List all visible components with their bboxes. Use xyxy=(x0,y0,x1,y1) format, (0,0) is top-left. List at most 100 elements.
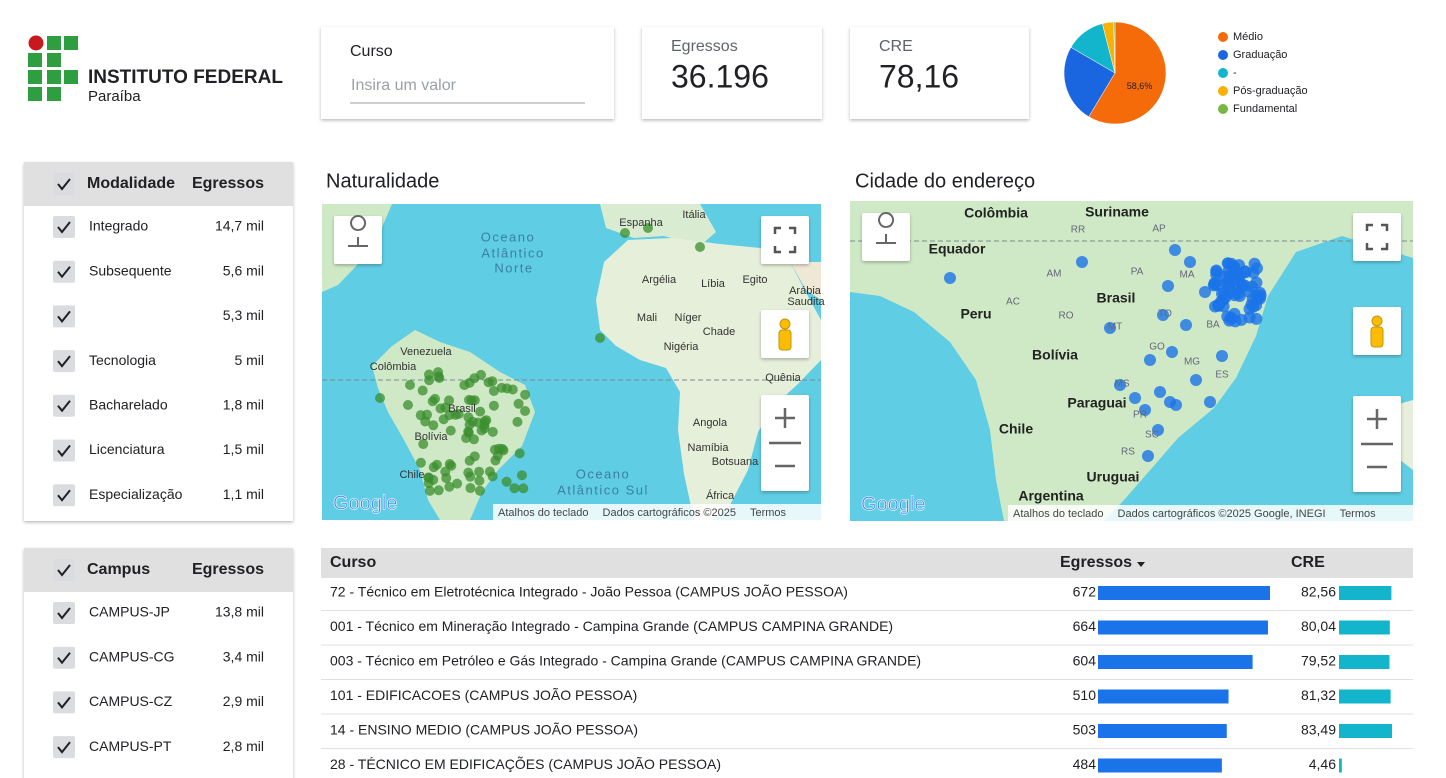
map-point xyxy=(433,367,444,378)
egressos-bar xyxy=(1098,724,1227,738)
pegman-body xyxy=(1370,326,1384,348)
cre-bar xyxy=(1339,620,1390,635)
map-point xyxy=(488,400,499,411)
map-footer-text[interactable]: Atalhos do teclado xyxy=(498,507,589,519)
map-point xyxy=(1216,350,1228,362)
map-point xyxy=(422,409,433,420)
filter-option[interactable]: Bacharelado xyxy=(89,397,168,413)
fullscreen-button[interactable] xyxy=(1353,213,1401,261)
map-label: Níger xyxy=(675,312,702,324)
map-footer-text[interactable]: Atalhos do teclado xyxy=(1013,508,1104,520)
cell-curso[interactable]: 001 - Técnico em Mineração Integrado - C… xyxy=(330,618,893,634)
legend-swatch xyxy=(1218,32,1228,42)
map-footer-text[interactable]: Termos xyxy=(1340,508,1377,520)
map-cidade[interactable] xyxy=(850,201,1413,521)
checkbox[interactable] xyxy=(53,260,75,283)
column-header[interactable]: Egressos xyxy=(1060,554,1132,571)
cell-curso[interactable]: 28 - TÉCNICO EM EDIFICAÇÕES (CAMPUS JOÃO… xyxy=(330,756,721,772)
filter-option[interactable]: Licenciatura xyxy=(89,441,165,457)
checkbox[interactable] xyxy=(53,394,75,417)
map-footer-text: Dados cartográficos ©2025 Google, INEGI xyxy=(1118,508,1326,520)
filter-option[interactable]: Integrado xyxy=(89,218,148,234)
map-point xyxy=(375,393,385,403)
cre-bar xyxy=(1339,724,1392,738)
map-label: PR xyxy=(1133,410,1147,421)
map-label: Suriname xyxy=(1085,204,1149,220)
checkmark xyxy=(57,355,71,368)
filter-option[interactable]: CAMPUS-JP xyxy=(89,604,170,620)
checkbox[interactable] xyxy=(53,350,75,373)
checkbox[interactable] xyxy=(53,484,75,507)
map-label: BA xyxy=(1206,320,1220,331)
map-point xyxy=(520,389,531,400)
map-point xyxy=(1142,450,1154,462)
cell-egressos: 604 xyxy=(1073,653,1097,669)
checkbox[interactable] xyxy=(53,646,75,669)
checkmark xyxy=(57,564,71,577)
map-label: Chile xyxy=(999,421,1033,437)
checkbox[interactable] xyxy=(53,736,75,759)
map-footer-text[interactable]: Termos xyxy=(750,507,787,519)
filter-option[interactable]: CAMPUS-CG xyxy=(89,648,175,664)
map-label: Chile xyxy=(399,469,424,481)
legend-label: Graduação xyxy=(1233,49,1287,61)
filter-option[interactable]: Especialização xyxy=(89,486,183,502)
checkbox[interactable] xyxy=(53,559,75,581)
map-label: Nigéria xyxy=(664,341,700,353)
map-point xyxy=(484,466,495,477)
cre-bar xyxy=(1339,655,1390,669)
map-point xyxy=(488,385,499,396)
map-point xyxy=(465,471,476,482)
map-point xyxy=(1212,298,1225,311)
filter-count: 1,5 mil xyxy=(223,441,264,457)
logo: INSTITUTO FEDERAL Paraíba xyxy=(28,35,283,105)
cell-egressos: 664 xyxy=(1073,618,1097,634)
checkbox[interactable] xyxy=(53,602,75,624)
map-point xyxy=(1199,286,1211,298)
curso-filter-input[interactable]: Insira um valor xyxy=(351,77,457,94)
map-point xyxy=(509,483,520,494)
fullscreen-button[interactable] xyxy=(761,216,809,264)
map-naturalidade[interactable] xyxy=(322,204,821,520)
checkbox[interactable] xyxy=(53,216,75,238)
filter-count: 5 mil xyxy=(234,352,264,368)
cell-egressos: 672 xyxy=(1073,584,1097,600)
filter-option[interactable]: Tecnologia xyxy=(89,352,156,368)
pie-slice xyxy=(1063,46,1116,118)
cell-curso[interactable]: 72 - Técnico em Eletrotécnica Integrado … xyxy=(330,584,848,600)
map-label: TO xyxy=(1158,309,1172,320)
cell-curso[interactable]: 14 - ENSINO MEDIO (CAMPUS JOÃO PESSOA) xyxy=(330,722,638,738)
map-point xyxy=(445,425,456,436)
map-footer xyxy=(493,504,821,520)
map-point xyxy=(433,485,444,496)
map-label: Espanha xyxy=(619,217,663,229)
map-label: Oceano xyxy=(576,466,631,481)
map-title: Cidade do endereço xyxy=(855,170,1035,192)
modalidade-panel xyxy=(24,162,293,521)
checkbox[interactable] xyxy=(53,439,75,462)
checkmark xyxy=(57,444,71,458)
map-label: Colômbia xyxy=(964,205,1028,221)
filter-option[interactable]: CAMPUS-CZ xyxy=(89,693,173,709)
filter-option[interactable]: CAMPUS-PT xyxy=(89,738,172,754)
filter-count: 5,6 mil xyxy=(223,262,264,278)
map-point xyxy=(501,476,512,487)
panel-header-label: Campus xyxy=(87,561,150,578)
cell-curso[interactable]: 101 - EDIFICACOES (CAMPUS JOÃO PESSOA) xyxy=(330,687,637,703)
zoom-icons xyxy=(1361,409,1393,469)
checkbox[interactable] xyxy=(53,305,75,328)
cell-egressos: 503 xyxy=(1073,722,1097,738)
map-label: MS xyxy=(1115,379,1130,390)
map-point xyxy=(429,393,440,404)
map-label: MG xyxy=(1184,357,1200,368)
checkbox[interactable] xyxy=(53,173,75,195)
curso-filter-card[interactable] xyxy=(321,27,614,119)
filter-option[interactable]: Subsequente xyxy=(89,262,172,278)
checkbox[interactable] xyxy=(53,691,75,714)
pie-slice xyxy=(1113,21,1116,74)
sort-indicator[interactable] xyxy=(1137,562,1145,567)
filter-count: 1,8 mil xyxy=(223,397,264,413)
legend-swatch xyxy=(1218,104,1228,114)
checkmark xyxy=(57,696,71,710)
cell-curso[interactable]: 003 - Técnico em Petróleo e Gás Integrad… xyxy=(330,653,921,669)
